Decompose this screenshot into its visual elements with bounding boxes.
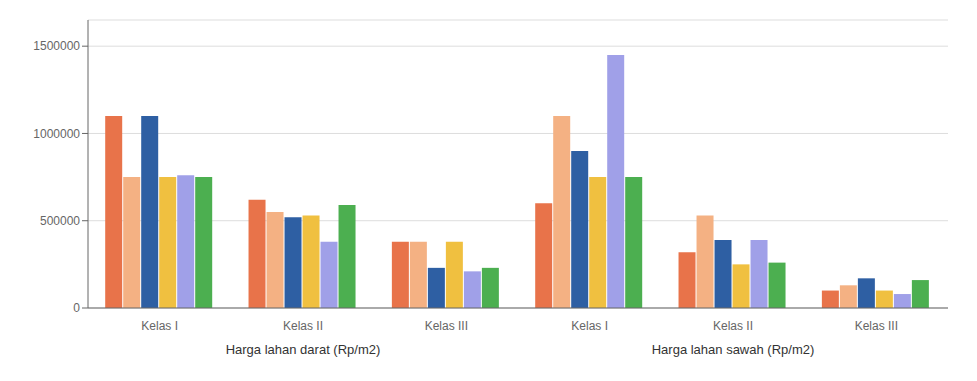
svg-text:Kelas III: Kelas III	[855, 319, 898, 333]
svg-text:Kelas II: Kelas II	[713, 319, 753, 333]
svg-text:1000000: 1000000	[33, 127, 80, 141]
svg-text:Kelas I: Kelas I	[141, 319, 178, 333]
svg-text:Kelas III: Kelas III	[425, 319, 468, 333]
svg-text:500000: 500000	[40, 214, 80, 228]
svg-text:0: 0	[73, 301, 80, 315]
svg-text:Kelas II: Kelas II	[283, 319, 323, 333]
svg-text:Harga lahan darat (Rp/m2): Harga lahan darat (Rp/m2)	[226, 342, 381, 357]
svg-text:Harga lahan sawah (Rp/m2): Harga lahan sawah (Rp/m2)	[652, 342, 815, 357]
svg-text:1500000: 1500000	[33, 39, 80, 53]
svg-text:Kelas I: Kelas I	[571, 319, 608, 333]
